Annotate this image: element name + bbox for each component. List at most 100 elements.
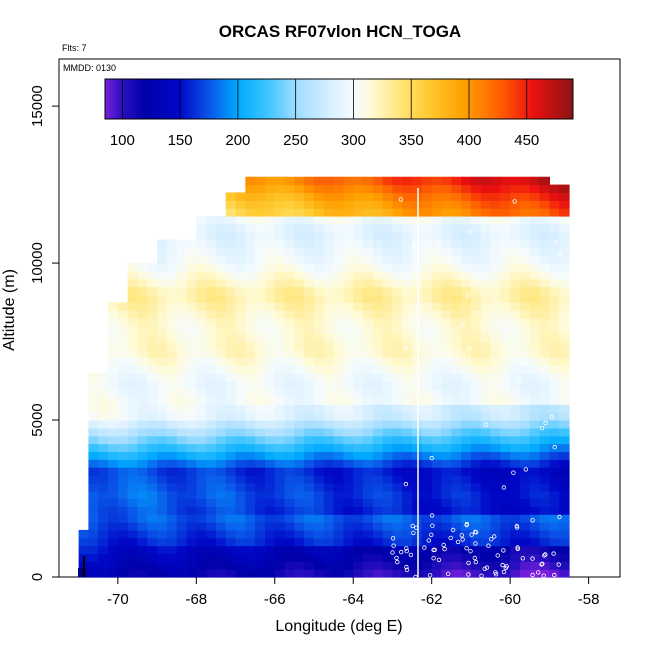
sample-point [552,572,557,578]
curtain-cell [519,365,531,374]
curtain-cell [539,514,550,523]
curtain-cell [235,451,246,460]
curtain-cell [519,443,531,453]
sample-point [501,485,507,490]
curtain-cell [421,200,433,209]
curtain-cell [225,420,237,429]
x-tick-label: -70 [107,591,129,608]
curtain-cell [245,184,256,194]
curtain-cell [166,372,178,382]
curtain-cell [353,365,364,374]
curtain-cell [343,176,354,186]
curtain-cell [441,545,452,555]
curtain-cell [559,247,570,256]
curtain-cell [490,404,501,413]
curtain-cell [186,553,197,562]
curtain-cell [264,443,276,453]
curtain-cell [88,561,99,570]
sample-point [530,518,535,523]
curtain-cell [372,537,384,547]
curtain-cell [490,325,501,335]
curtain-cell [88,529,99,539]
curtain-cell [363,388,374,398]
curtain-cell [431,357,443,366]
sample-point [501,569,507,575]
curtain-cell [451,278,462,288]
curtain-cell [304,372,315,382]
curtain-cell [519,490,531,500]
curtain-cell [529,365,541,374]
curtain-cell [441,412,452,421]
curtain-cell [470,427,482,437]
curtain-cell [284,537,295,547]
curtain-cell [225,427,237,437]
curtain-cell [196,404,207,413]
curtain-cell [549,365,560,374]
curtain-cell [519,569,531,578]
curtain-cell [323,208,335,217]
curtain-cell [451,396,462,405]
curtain-cell [431,467,443,476]
curtain-cell [166,318,178,327]
curtain-cell [215,365,227,374]
curtain-cell [137,529,148,539]
flights-annotation: Flts: 7 [62,43,87,53]
curtain-cell [323,263,335,272]
curtain-cell [304,357,315,366]
curtain-cell [343,459,354,468]
curtain-cell [255,357,266,366]
curtain-cell [559,396,570,405]
curtain-cell [372,349,384,358]
curtain-cell [490,200,501,209]
curtain-cell [363,176,374,186]
curtain-cell [88,522,99,531]
curtain-cell [235,325,246,335]
curtain-cell [108,365,119,374]
curtain-cell [500,286,511,296]
curtain-cell [284,506,295,515]
curtain-cell [431,231,443,241]
curtain-cell [117,372,129,382]
curtain-cell [519,529,531,539]
curtain-cell [343,208,354,217]
curtain-cell [215,247,227,256]
curtain-cell [343,380,354,390]
curtain-cell [176,365,188,374]
curtain-cell [382,310,394,319]
curtain-cell [137,294,148,303]
curtain-cell [117,451,129,460]
curtain-cell [98,482,109,492]
curtain-cell [157,372,168,382]
curtain-cell [274,333,286,343]
curtain-cell [147,318,158,327]
curtain-cell [372,341,384,350]
curtain-cell [127,561,139,570]
curtain-cell [470,341,482,350]
curtain-cell [441,192,452,201]
curtain-cell [245,247,256,256]
curtain-cell [402,435,413,445]
curtain-cell [451,270,462,280]
curtain-cell [363,318,374,327]
curtain-cell [402,294,413,303]
curtain-cell [274,263,286,272]
curtain-cell [451,561,462,570]
curtain-cell [294,365,305,374]
curtain-cell [304,459,315,468]
curtain-cell [333,278,345,288]
curtain-cell [343,310,354,319]
curtain-cell [343,498,354,507]
curtain-cell [323,537,335,547]
curtain-cell [196,427,207,437]
curtain-cell [147,278,158,288]
curtain-cell [363,506,374,515]
curtain-cell [402,514,413,523]
curtain-cell [255,318,266,327]
curtain-cell [490,474,501,484]
curtain-cell [559,522,570,531]
curtain-cell [480,223,492,233]
curtain-cell [264,333,276,343]
curtain-cell [431,514,443,523]
curtain-cell [137,490,148,500]
curtain-cell [294,192,305,201]
